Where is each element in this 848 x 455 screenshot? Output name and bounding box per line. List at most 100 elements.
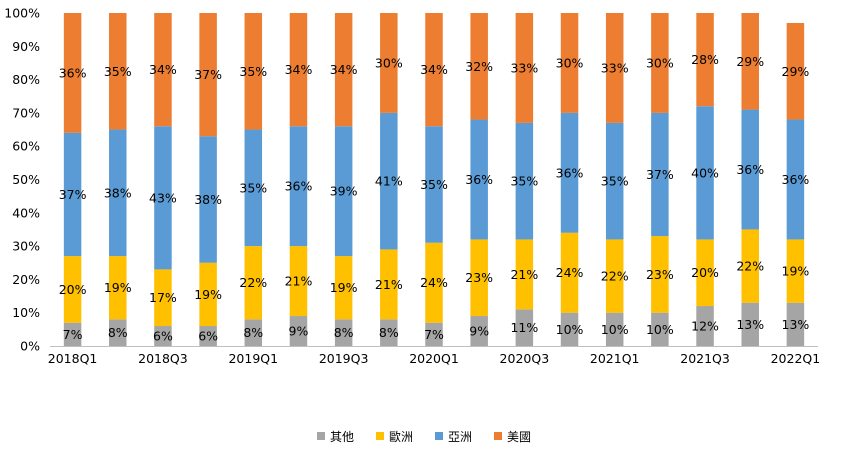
data-label: 30%	[646, 55, 674, 70]
data-label: 8%	[334, 325, 354, 340]
bar-segment	[380, 112, 398, 250]
bar-segment	[741, 109, 759, 230]
legend-label: 歐洲	[388, 429, 413, 444]
data-label: 36%	[59, 65, 87, 80]
bar-segment	[560, 232, 579, 313]
data-label: 37%	[194, 67, 222, 82]
bar-segment	[199, 13, 217, 137]
legend-item: 其他	[316, 428, 354, 444]
bar-segment	[470, 13, 488, 120]
data-label: 20%	[691, 265, 719, 280]
x-tick-label: 2020Q3	[500, 351, 550, 366]
bar-segment	[199, 326, 217, 346]
data-label: 40%	[691, 165, 719, 180]
x-tick-label: 2018Q3	[138, 351, 188, 366]
data-label: 37%	[59, 187, 87, 202]
bar-segment	[244, 246, 263, 320]
legend-swatch	[494, 432, 503, 440]
data-label: 22%	[736, 259, 764, 274]
x-tick-label: 2020Q1	[409, 351, 459, 366]
data-label: 8%	[108, 325, 128, 340]
y-tick-label: 20%	[12, 272, 40, 287]
data-label: 34%	[330, 62, 358, 77]
legend-swatch	[316, 432, 325, 440]
bar-segment	[786, 22, 805, 120]
bar-segment	[380, 319, 398, 346]
legend-item: 歐洲	[375, 428, 413, 444]
bar-segment	[334, 13, 353, 127]
data-label: 34%	[285, 62, 313, 77]
y-tick-label: 100%	[4, 6, 40, 21]
bar-segment	[425, 242, 443, 323]
data-label: 23%	[465, 270, 493, 285]
bar-segment	[244, 319, 263, 346]
data-label: 10%	[601, 322, 629, 337]
data-label: 35%	[420, 177, 448, 192]
data-label: 35%	[601, 174, 629, 189]
data-label: 22%	[239, 275, 267, 290]
data-label: 39%	[330, 184, 358, 199]
bar-segment	[741, 13, 759, 110]
x-tick-label: 2019Q1	[228, 351, 278, 366]
y-tick-label: 10%	[12, 305, 40, 320]
data-label: 8%	[243, 325, 263, 340]
data-label: 13%	[736, 317, 764, 332]
bar-segment	[289, 126, 308, 247]
bar-segment	[154, 326, 172, 346]
bar-segment	[380, 249, 398, 320]
bar-segment	[199, 262, 217, 327]
bar-segment	[696, 106, 714, 240]
data-label: 23%	[646, 267, 674, 282]
data-label: 36%	[465, 172, 493, 187]
data-label: 21%	[510, 267, 538, 282]
bar-segment	[425, 126, 443, 243]
y-tick-label: 60%	[12, 139, 40, 154]
y-tick-label: 80%	[12, 72, 40, 87]
data-label: 21%	[375, 277, 403, 292]
legend-label: 美國	[507, 429, 532, 444]
bar-segment	[651, 312, 669, 346]
bar-segment	[109, 129, 127, 257]
data-label: 24%	[556, 265, 584, 280]
bar-segment	[560, 312, 579, 346]
data-label: 9%	[289, 324, 309, 339]
bar-segment	[515, 309, 534, 346]
bar-segment	[605, 122, 624, 240]
data-label: 38%	[104, 185, 132, 200]
bar-segment	[199, 136, 217, 263]
data-label: 6%	[198, 329, 218, 344]
data-label: 6%	[153, 329, 173, 344]
stacked-bar-chart: 0% 10% 20% 30% 40% 50% 60% 70% 80% 90% 100% 7% 20% 37…	[4, 6, 820, 367]
data-label: 22%	[601, 269, 629, 284]
bar-segment	[244, 13, 263, 130]
bar-segment	[244, 129, 263, 247]
bar-segment	[696, 13, 714, 107]
data-label: 17%	[149, 290, 177, 305]
data-label: 24%	[420, 275, 448, 290]
data-label: 13%	[782, 317, 810, 332]
data-label: 33%	[601, 60, 629, 75]
data-label: 30%	[556, 55, 584, 70]
y-tick-label: 40%	[12, 205, 40, 220]
data-label: 20%	[59, 282, 87, 297]
x-tick-label: 2021Q1	[590, 351, 640, 366]
bar-segment	[425, 13, 443, 127]
data-label: 35%	[510, 174, 538, 189]
bar-segment	[786, 302, 805, 346]
legend-swatch	[435, 432, 443, 440]
bar-segment	[515, 239, 534, 310]
legend-swatch	[375, 432, 384, 440]
bar-segment	[605, 239, 624, 313]
bar-segment	[470, 316, 488, 346]
data-label: 38%	[194, 192, 222, 207]
data-label: 10%	[556, 322, 584, 337]
data-label: 7%	[424, 327, 444, 342]
bar-segment	[741, 229, 759, 303]
legend-label: 亞洲	[448, 429, 473, 444]
bar-segment	[515, 122, 534, 240]
bar-segment	[470, 119, 488, 240]
data-label: 34%	[149, 62, 177, 77]
y-tick-label: 90%	[12, 39, 40, 54]
data-label: 8%	[379, 325, 399, 340]
data-label: 35%	[239, 64, 267, 79]
